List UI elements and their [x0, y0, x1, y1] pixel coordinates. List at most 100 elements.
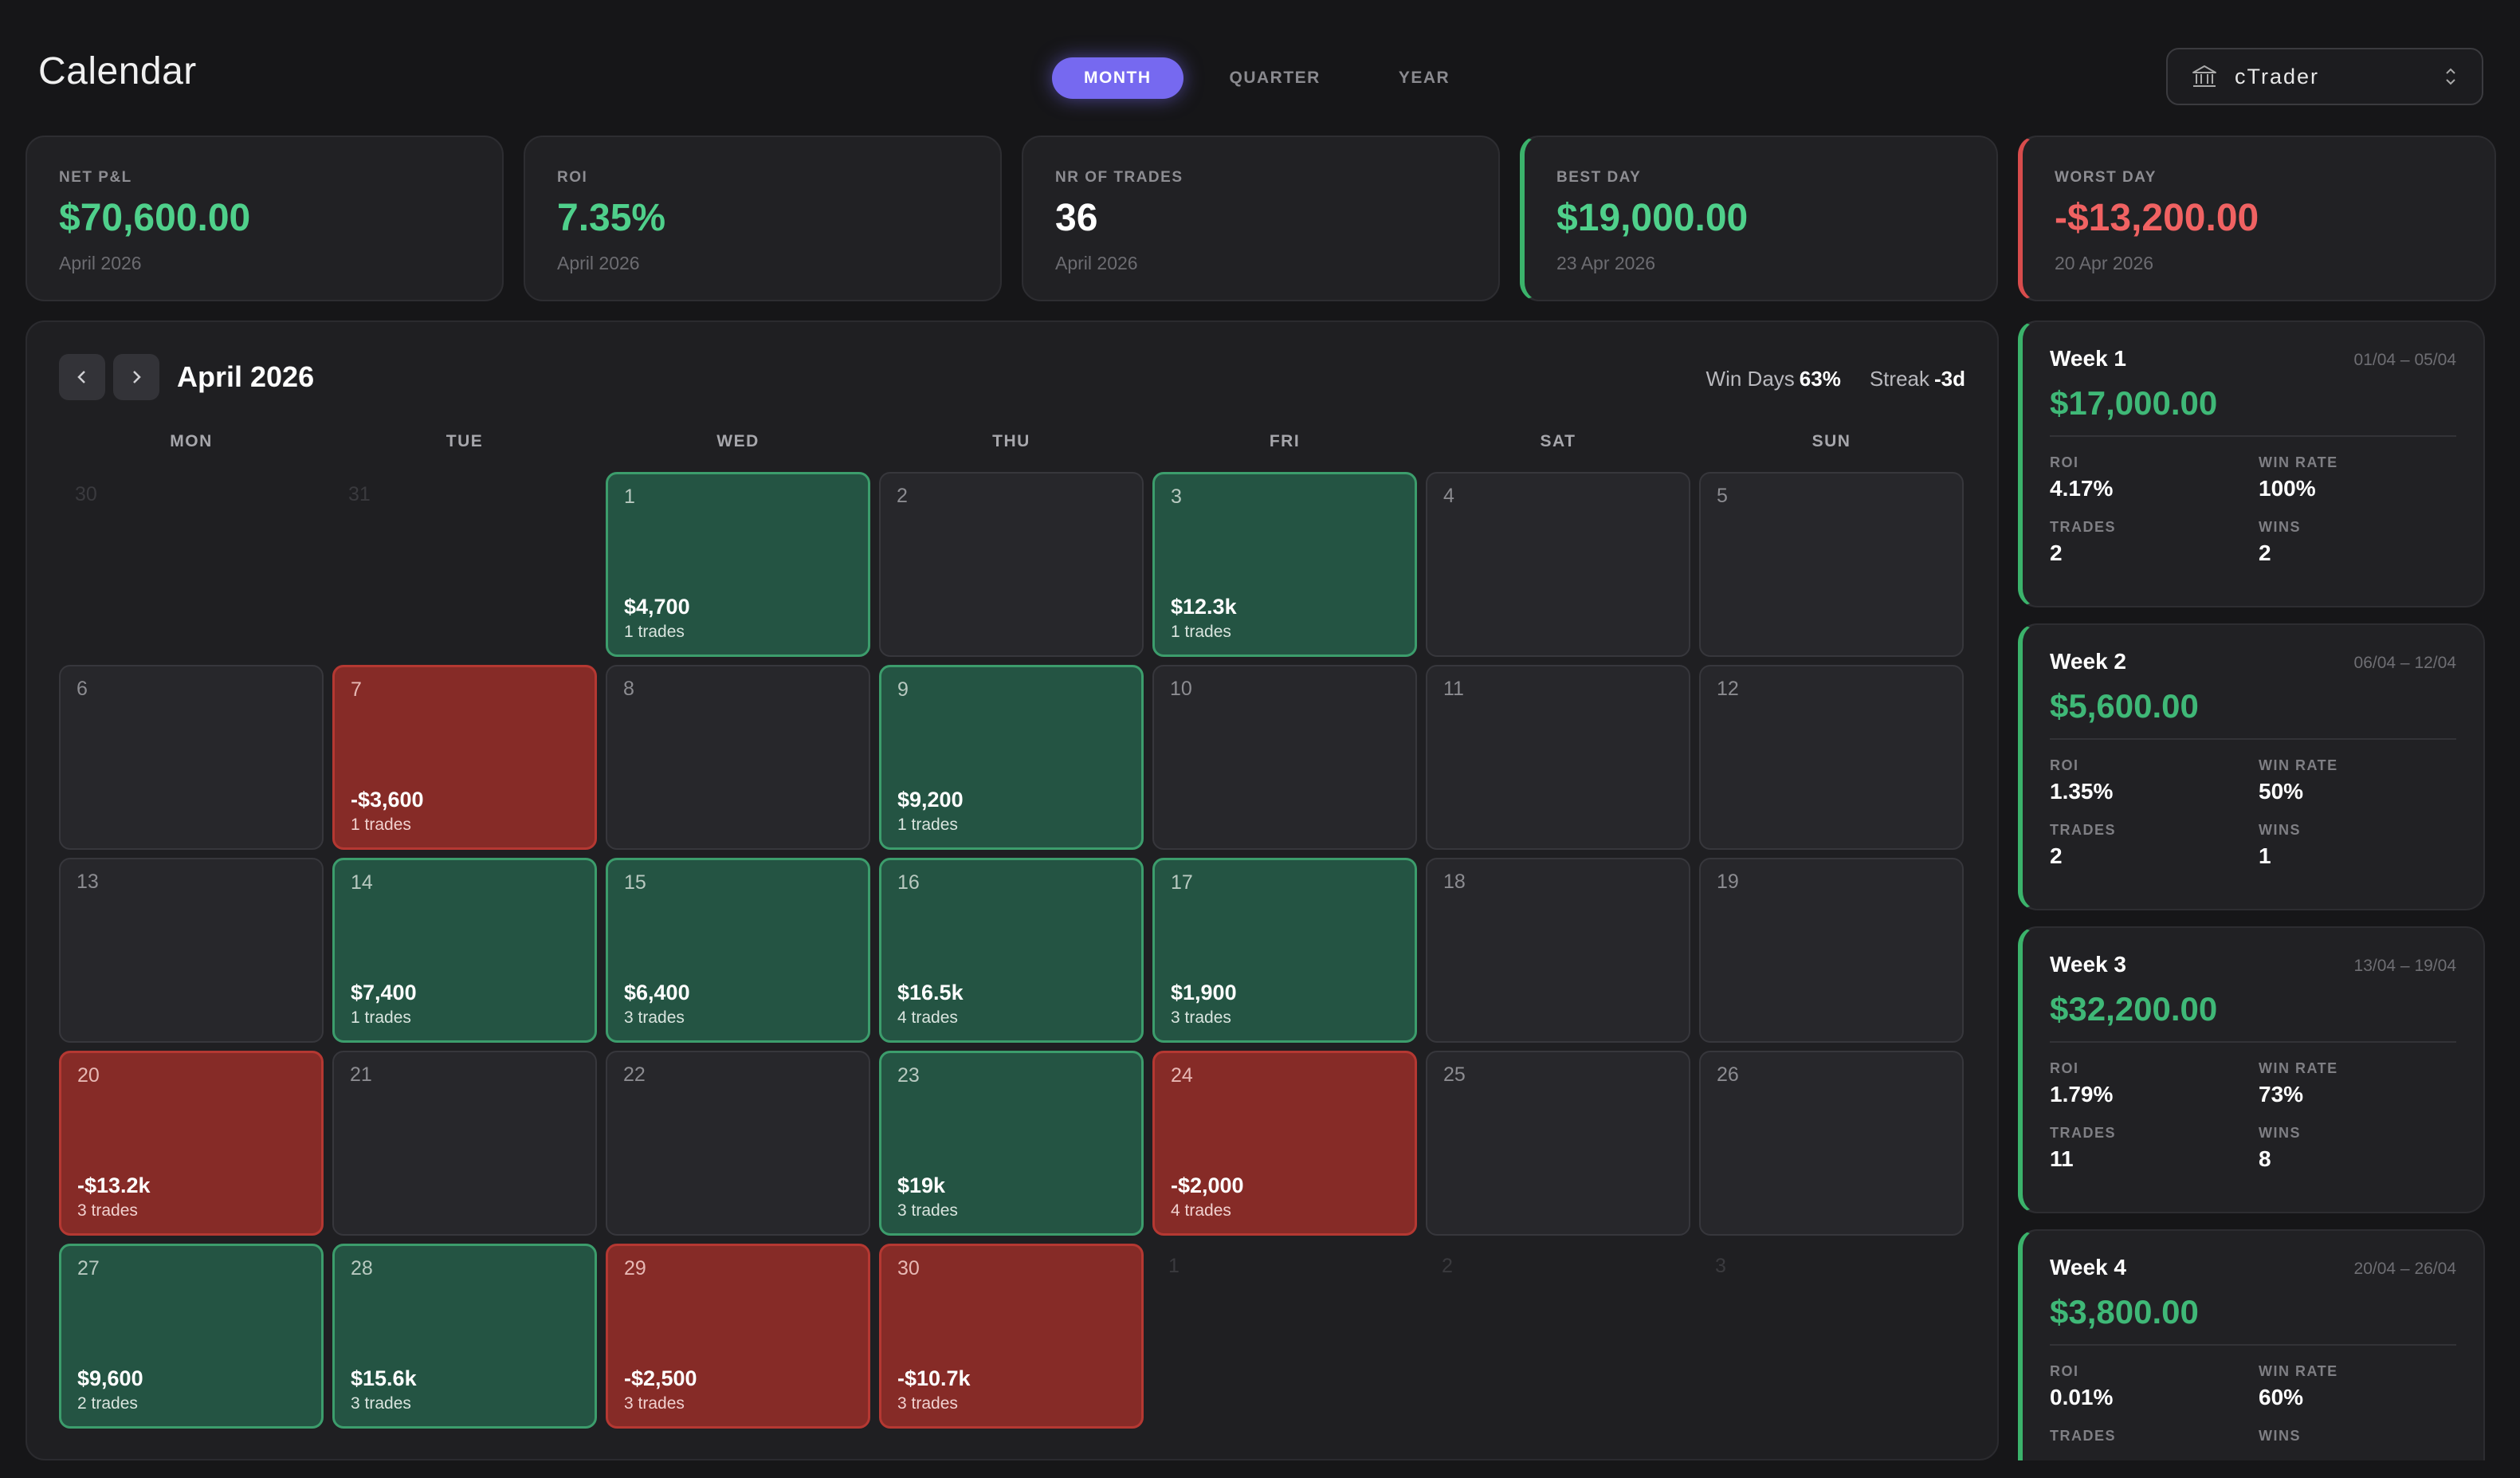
win-days: Win Days 63%: [1706, 367, 1841, 391]
week-stat: WIN RATE 100%: [2259, 454, 2467, 501]
day-cell[interactable]: 19: [1699, 858, 1964, 1043]
day-pnl: $6,400: [624, 981, 690, 1004]
week-stat: WIN RATE 50%: [2259, 757, 2467, 804]
day-number: 30: [75, 483, 97, 505]
win-days-value: 63%: [1799, 367, 1841, 391]
day-trades: 1 trades: [1171, 623, 1231, 641]
day-trades: 3 trades: [624, 1394, 685, 1413]
page-title: Calendar: [38, 50, 197, 92]
week-card[interactable]: Week 4 20/04 – 26/04 $3,800.00 ROI 0.01% WIN …: [2018, 1229, 2485, 1460]
day-cell: 2: [1426, 1244, 1690, 1429]
day-cell[interactable]: 29 -$2,500 3 trades: [606, 1244, 870, 1429]
calendar-panel: April 2026 Win Days 63% Streak -3d MON TUE W…: [26, 320, 1999, 1460]
day-cell[interactable]: 24 -$2,000 4 trades: [1152, 1051, 1417, 1236]
kpi-value: $70,600.00: [59, 197, 251, 239]
day-trades: 2 trades: [77, 1394, 138, 1413]
day-cell[interactable]: 9 $9,200 1 trades: [879, 665, 1144, 850]
week-stat-label: ROI: [2050, 454, 2079, 470]
week-stat: WIN RATE 60%: [2259, 1363, 2467, 1410]
day-cell[interactable]: 3 $12.3k 1 trades: [1152, 472, 1417, 657]
day-number: 8: [623, 678, 634, 700]
day-pnl: $7,400: [351, 981, 417, 1004]
week-stat-value: 11: [2050, 1146, 2074, 1171]
day-number: 26: [1717, 1063, 1739, 1086]
week-stat-label: WINS: [2259, 822, 2301, 838]
day-cell[interactable]: 21: [332, 1051, 597, 1236]
day-cell[interactable]: 12: [1699, 665, 1964, 850]
week-stat-value: 2: [2050, 540, 2063, 565]
day-cell[interactable]: 20 -$13.2k 3 trades: [59, 1051, 324, 1236]
week-stat: ROI 1.79%: [2050, 1060, 2259, 1107]
kpi-sub: April 2026: [1055, 253, 1138, 273]
tab-year[interactable]: YEAR: [1398, 69, 1450, 87]
week-stat-label: WIN RATE: [2259, 1363, 2338, 1379]
prev-month-button[interactable]: [59, 354, 105, 400]
day-cell[interactable]: 23 $19k 3 trades: [879, 1051, 1144, 1236]
day-trades: 1 trades: [351, 816, 411, 834]
tab-month[interactable]: MONTH: [1052, 57, 1183, 99]
tab-quarter[interactable]: QUARTER: [1229, 69, 1321, 87]
day-cell[interactable]: 8: [606, 665, 870, 850]
week-range: 06/04 – 12/04: [2353, 654, 2456, 672]
kpi-value: 36: [1055, 197, 1098, 239]
day-number: 13: [77, 871, 99, 893]
day-trades: 4 trades: [1171, 1201, 1231, 1220]
week-stat-label: WINS: [2259, 1428, 2301, 1444]
day-cell[interactable]: 25: [1426, 1051, 1690, 1236]
week-card[interactable]: Week 2 06/04 – 12/04 $5,600.00 ROI 1.35% WIN …: [2018, 623, 2485, 910]
day-number: 9: [897, 678, 909, 701]
week-card[interactable]: Week 3 13/04 – 19/04 $32,200.00 ROI 1.79% WIN…: [2018, 926, 2485, 1213]
day-cell[interactable]: 14 $7,400 1 trades: [332, 858, 597, 1043]
day-cell[interactable]: 27 $9,600 2 trades: [59, 1244, 324, 1429]
day-cell[interactable]: 28 $15.6k 3 trades: [332, 1244, 597, 1429]
day-trades: 1 trades: [897, 816, 958, 834]
day-number: 3: [1171, 485, 1182, 508]
day-trades: 3 trades: [897, 1394, 958, 1413]
day-pnl: $4,700: [624, 595, 690, 619]
kpi-sub: April 2026: [557, 253, 640, 273]
week-range: 20/04 – 26/04: [2353, 1260, 2456, 1278]
day-number: 24: [1171, 1064, 1193, 1087]
day-cell[interactable]: 10: [1152, 665, 1417, 850]
day-cell[interactable]: 17 $1,900 3 trades: [1152, 858, 1417, 1043]
week-title: Week 4: [2050, 1255, 2126, 1279]
account-label: cTrader: [2235, 64, 2320, 88]
week-stat-value: 50%: [2259, 779, 2304, 804]
day-number: 17: [1171, 871, 1193, 894]
day-cell[interactable]: 7 -$3,600 1 trades: [332, 665, 597, 850]
divider: [2050, 738, 2456, 740]
next-month-button[interactable]: [113, 354, 159, 400]
day-cell[interactable]: 18: [1426, 858, 1690, 1043]
day-cell[interactable]: 5: [1699, 472, 1964, 657]
week-stats: ROI 0.01% WIN RATE 60% TRADES WINS: [2050, 1363, 2456, 1449]
account-select[interactable]: cTrader: [2166, 48, 2483, 105]
day-cell[interactable]: 2: [879, 472, 1144, 657]
kpi-label: BEST DAY: [1556, 169, 1642, 186]
day-cell[interactable]: 30 -$10.7k 3 trades: [879, 1244, 1144, 1429]
week-stat: WINS: [2259, 1428, 2467, 1449]
week-stat: TRADES 2: [2050, 519, 2259, 566]
day-cell[interactable]: 4: [1426, 472, 1690, 657]
day-number: 18: [1443, 871, 1466, 893]
day-cell[interactable]: 6: [59, 665, 324, 850]
day-pnl: -$13.2k: [77, 1173, 151, 1197]
day-cell: 1: [1152, 1244, 1417, 1429]
week-stat-value: 100%: [2259, 476, 2316, 501]
chevron-left-icon: [77, 371, 85, 383]
day-cell[interactable]: 26: [1699, 1051, 1964, 1236]
day-cell[interactable]: 22: [606, 1051, 870, 1236]
day-cell[interactable]: 1 $4,700 1 trades: [606, 472, 870, 657]
week-stat: WIN RATE 73%: [2259, 1060, 2467, 1107]
chevron-right-icon: [133, 371, 141, 383]
weekday-label: WED: [716, 432, 760, 450]
day-cell[interactable]: 15 $6,400 3 trades: [606, 858, 870, 1043]
week-range: 01/04 – 05/04: [2353, 351, 2456, 369]
week-card[interactable]: Week 1 01/04 – 05/04 $17,000.00 ROI 4.17% WIN…: [2018, 320, 2485, 607]
day-cell[interactable]: 13: [59, 858, 324, 1043]
day-cell[interactable]: 11: [1426, 665, 1690, 850]
week-stat-label: TRADES: [2050, 1428, 2117, 1444]
day-cell[interactable]: 16 $16.5k 4 trades: [879, 858, 1144, 1043]
day-number: 19: [1717, 871, 1739, 893]
week-title: Week 1: [2050, 346, 2126, 371]
